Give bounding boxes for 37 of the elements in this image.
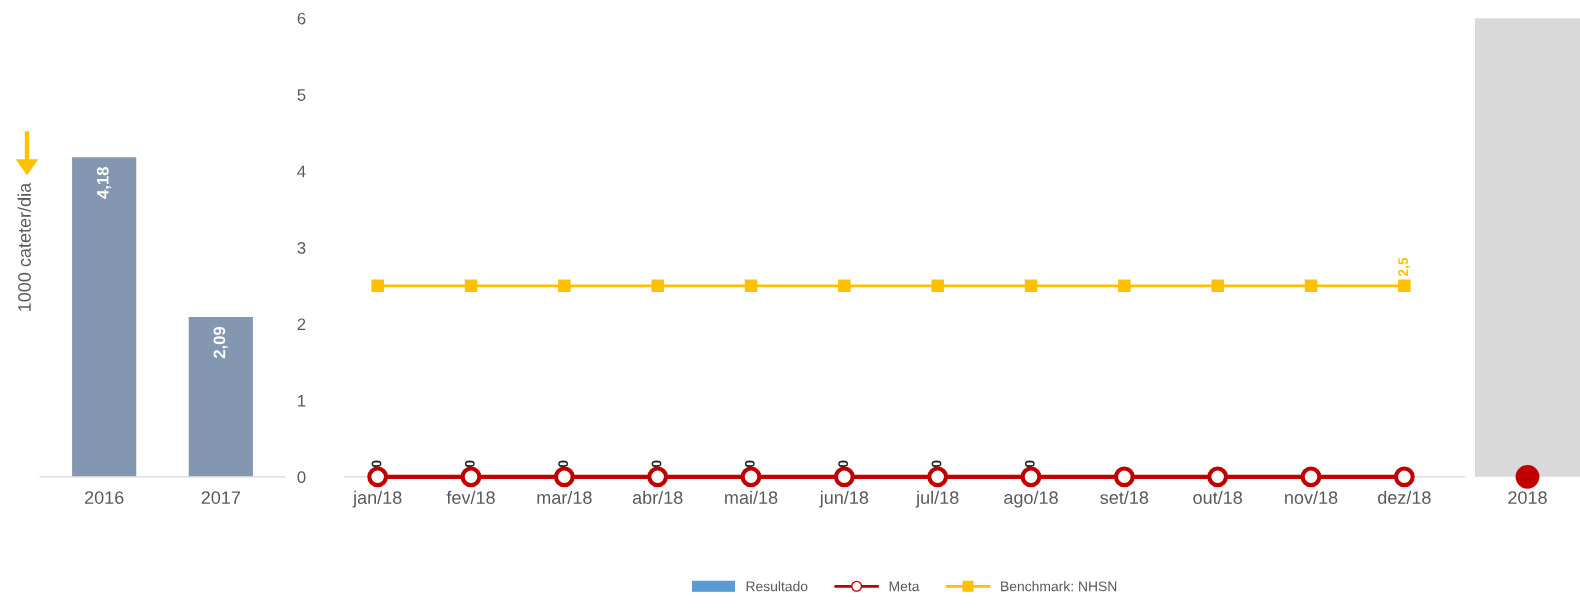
x-tick-label: jul/18 [915, 490, 959, 508]
x-tick-label: 2018 [1508, 491, 1547, 504]
x-tick-label: set/18 [1100, 490, 1149, 504]
data-label: 0 [838, 460, 849, 468]
x-tick-label: jan/18 [352, 490, 402, 508]
x-tick-label: out/18 [1193, 490, 1242, 504]
x-tick-label: jun/18 [819, 490, 869, 508]
x-tick-label: ago/18 [1004, 490, 1058, 508]
y-tick-label: 1 [298, 394, 306, 407]
y-tick-label: 4 [297, 165, 306, 178]
y-tick-label: 2 [297, 318, 306, 331]
y-tick-label: 0 [297, 471, 306, 484]
data-label: 0 [558, 460, 569, 468]
legend-label: Meta [889, 581, 920, 592]
y-axis-title: 1000 cateter/dia [17, 182, 31, 311]
data-label: 0 [1024, 460, 1035, 468]
data-label: 2,5 [1398, 257, 1411, 277]
data-label: 2,09 [213, 326, 228, 359]
y-tick-label: 6 [297, 12, 306, 25]
data-label: 0 [464, 460, 475, 468]
x-tick-label: abr/18 [632, 490, 683, 504]
x-tick-label: nov/18 [1285, 490, 1338, 504]
legend-label: Resultado [746, 581, 808, 592]
x-tick-label: 2016 [84, 491, 124, 504]
data-label: 4,18 [96, 167, 112, 199]
data-label: 0 [744, 460, 755, 468]
x-tick-label: fev/18 [446, 490, 495, 504]
data-label: 0 [931, 460, 942, 468]
x-tick-label: mar/18 [537, 490, 592, 504]
x-tick-label: 2017 [201, 491, 241, 504]
x-tick-label: dez/18 [1377, 490, 1431, 504]
data-label: 0 [371, 460, 382, 468]
y-tick-label: 5 [297, 89, 306, 101]
x-tick-label: mai/18 [725, 490, 778, 504]
legend-label: Benchmark: NHSN [1001, 581, 1117, 592]
y-tick-label: 3 [297, 241, 306, 254]
data-label: 0 [651, 460, 662, 468]
